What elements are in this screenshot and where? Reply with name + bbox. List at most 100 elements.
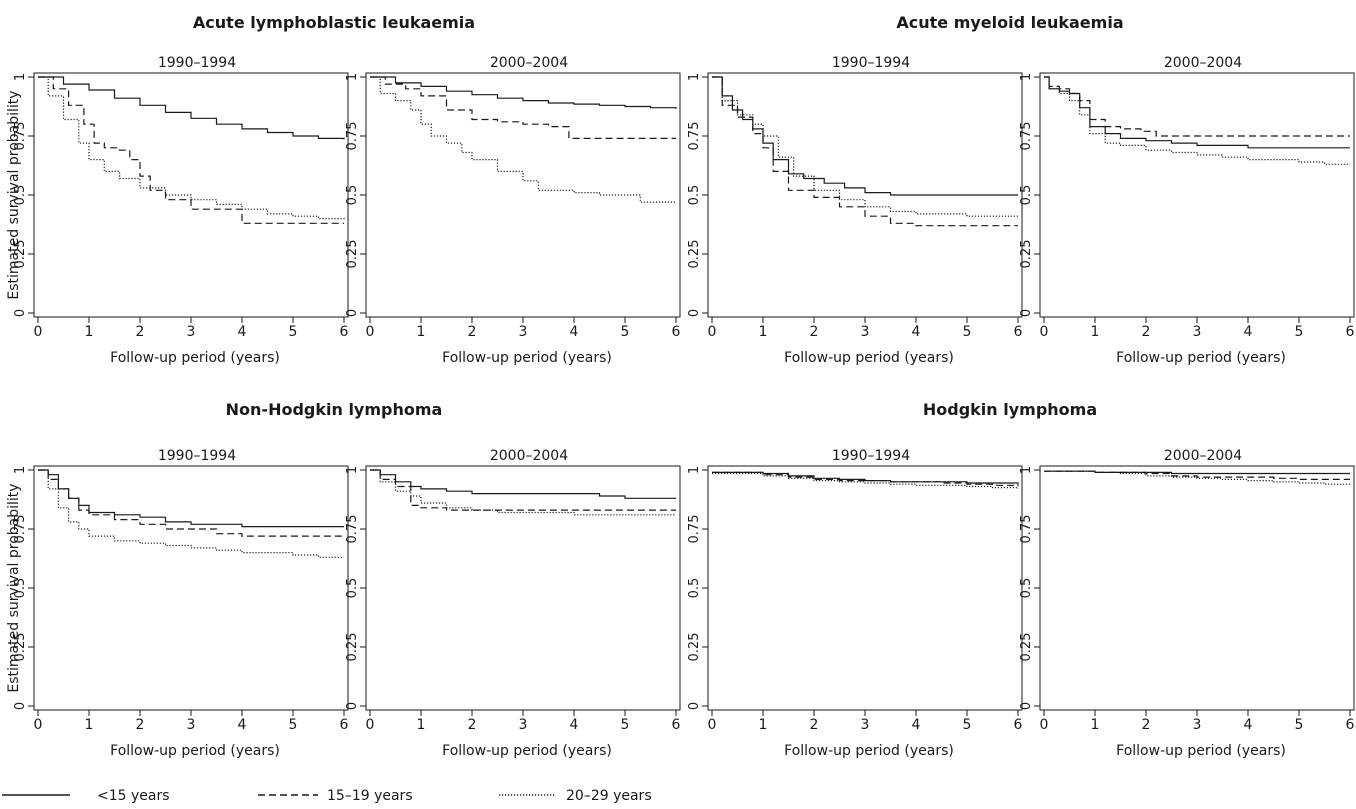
x-axis-label: Follow-up period (years) (442, 743, 612, 759)
y-tick-label: 0.75 (345, 515, 360, 544)
x-tick-label: 1 (759, 324, 768, 340)
x-tick-label: 2 (136, 324, 145, 340)
x-axis-label: Follow-up period (years) (1116, 350, 1286, 366)
survival-curve-15-19 (1044, 470, 1350, 480)
legend-swatch-solid (2, 794, 70, 796)
x-tick-label: 4 (1244, 717, 1253, 733)
y-tick-label: 0.25 (687, 240, 702, 269)
panel-frame (1039, 465, 1355, 711)
x-tick-label: 5 (1295, 324, 1304, 340)
x-tick-label: 0 (708, 717, 717, 733)
x-tick-label: 6 (1346, 324, 1355, 340)
x-tick-label: 3 (519, 717, 528, 733)
survival-curve-15-19 (370, 76, 676, 139)
x-axis-label: Follow-up period (years) (1116, 743, 1286, 759)
x-tick-label: 4 (238, 717, 247, 733)
x-tick-label: 1 (417, 717, 426, 733)
y-axis-label: Estimated survival probability (6, 90, 22, 299)
x-tick-label: 1 (85, 324, 94, 340)
x-tick-label: 3 (1193, 324, 1202, 340)
y-axis-label: Estimated survival probability (6, 483, 22, 692)
y-tick-label: 0 (13, 702, 28, 710)
survival-curve-15-19 (38, 76, 344, 224)
x-tick-label: 5 (289, 717, 298, 733)
x-tick-label: 4 (570, 717, 579, 733)
x-tick-label: 0 (366, 717, 375, 733)
x-tick-label: 6 (672, 324, 681, 340)
x-tick-label: 0 (1040, 717, 1049, 733)
y-tick-label: 0.25 (345, 633, 360, 662)
x-tick-label: 0 (1040, 324, 1049, 340)
x-tick-label: 2 (810, 717, 819, 733)
x-tick-label: 5 (621, 717, 630, 733)
x-tick-label: 6 (340, 717, 349, 733)
y-tick-label: 0 (345, 702, 360, 710)
x-axis-label: Follow-up period (years) (110, 350, 280, 366)
x-tick-label: 3 (1193, 717, 1202, 733)
y-tick-label: 0.25 (13, 240, 28, 269)
x-tick-label: 6 (340, 324, 349, 340)
panel-title: 1990–1994 (832, 448, 910, 464)
y-tick-label: 0.75 (1019, 515, 1034, 544)
survival-curve-20-29 (370, 76, 676, 203)
y-tick-label: 1 (687, 466, 702, 474)
group-title: Non-Hodgkin lymphoma (226, 400, 443, 419)
x-tick-label: 6 (1346, 717, 1355, 733)
x-tick-label: 3 (861, 324, 870, 340)
x-tick-label: 2 (468, 717, 477, 733)
y-tick-label: 1 (1019, 466, 1034, 474)
y-tick-label: 1 (1019, 73, 1034, 81)
y-tick-label: 0.75 (1019, 122, 1034, 151)
panel-title: 1990–1994 (832, 55, 910, 71)
x-tick-label: 1 (1091, 717, 1100, 733)
y-tick-label: 0.5 (687, 185, 702, 206)
legend-swatch-dashed (258, 794, 318, 796)
x-tick-label: 4 (570, 324, 579, 340)
x-tick-label: 5 (289, 324, 298, 340)
x-tick-label: 0 (366, 324, 375, 340)
x-tick-label: 2 (136, 717, 145, 733)
y-tick-label: 0 (687, 309, 702, 317)
survival-curve-under-15 (38, 469, 344, 528)
survival-curve-20-29 (370, 469, 676, 516)
y-tick-label: 0.5 (687, 578, 702, 599)
survival-curve-under-15 (38, 76, 345, 140)
y-tick-label: 0.75 (345, 122, 360, 151)
y-tick-label: 0 (687, 702, 702, 710)
legend-label: 15–19 years (327, 788, 413, 804)
x-tick-label: 0 (708, 324, 717, 340)
legend-label: <15 years (97, 788, 170, 804)
survival-figure: Acute lymphoblastic leukaemia Acute myelo… (6, 13, 1355, 759)
x-tick-label: 2 (810, 324, 819, 340)
x-axis-label: Follow-up period (years) (110, 743, 280, 759)
y-tick-label: 0.5 (13, 578, 28, 599)
survival-curve-15-19 (1044, 76, 1350, 137)
x-tick-label: 1 (417, 324, 426, 340)
survival-curve-15-19 (38, 469, 344, 537)
y-tick-label: 0.75 (687, 122, 702, 151)
x-tick-label: 2 (468, 324, 477, 340)
x-tick-label: 0 (34, 324, 43, 340)
survival-curve-under-15 (370, 76, 677, 109)
survival-curve-under-15 (370, 469, 676, 499)
y-tick-label: 1 (13, 466, 28, 474)
y-tick-label: 0.75 (687, 515, 702, 544)
y-tick-label: 0 (1019, 702, 1034, 710)
y-tick-label: 0 (345, 309, 360, 317)
x-axis-label: Follow-up period (years) (784, 743, 954, 759)
x-tick-label: 3 (519, 324, 528, 340)
y-tick-label: 0.75 (13, 515, 28, 544)
panel-title: 1990–1994 (158, 55, 236, 71)
x-tick-label: 6 (1014, 324, 1023, 340)
panel-title: 2000–2004 (490, 448, 568, 464)
group-title: Acute lymphoblastic leukaemia (193, 13, 475, 32)
y-tick-label: 0.25 (345, 240, 360, 269)
group-title: Acute myeloid leukaemia (896, 13, 1123, 32)
x-tick-label: 4 (238, 324, 247, 340)
survival-curve-15-19 (712, 76, 1018, 227)
x-tick-label: 1 (759, 717, 768, 733)
survival-curve-20-29 (38, 469, 344, 558)
y-tick-label: 0.5 (345, 185, 360, 206)
x-tick-label: 0 (34, 717, 43, 733)
x-axis-label: Follow-up period (years) (784, 350, 954, 366)
